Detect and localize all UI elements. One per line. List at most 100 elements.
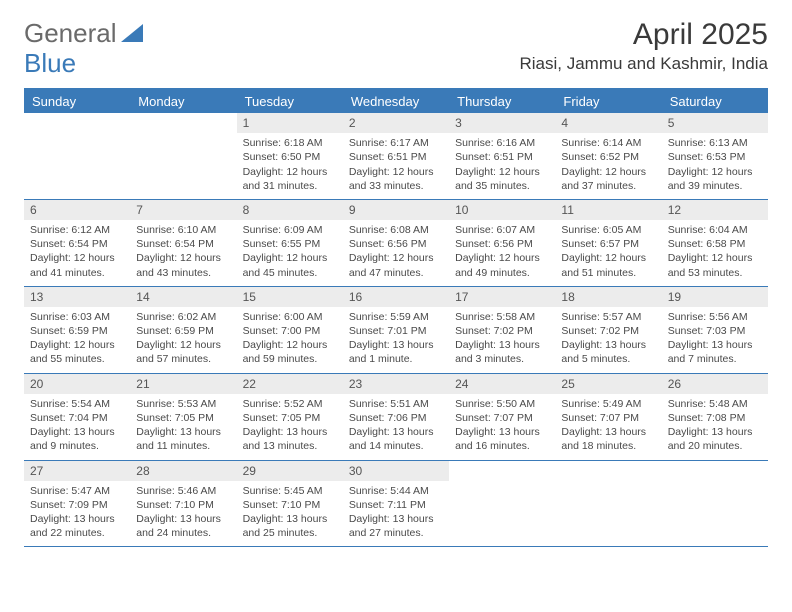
daylight-text: Daylight: 13 hours and 9 minutes. xyxy=(30,425,124,453)
day-cell: 11Sunrise: 6:05 AMSunset: 6:57 PMDayligh… xyxy=(555,200,661,286)
day-cell: 1Sunrise: 6:18 AMSunset: 6:50 PMDaylight… xyxy=(237,113,343,199)
daylight-text: Daylight: 13 hours and 25 minutes. xyxy=(243,512,337,540)
day-body: Sunrise: 5:50 AMSunset: 7:07 PMDaylight:… xyxy=(449,394,555,460)
day-body: Sunrise: 5:58 AMSunset: 7:02 PMDaylight:… xyxy=(449,307,555,373)
sunrise-text: Sunrise: 6:07 AM xyxy=(455,223,549,237)
day-number xyxy=(662,461,768,465)
day-body: Sunrise: 5:49 AMSunset: 7:07 PMDaylight:… xyxy=(555,394,661,460)
weekday-header: Sunday xyxy=(24,90,130,113)
day-number: 29 xyxy=(237,461,343,481)
sunrise-text: Sunrise: 5:52 AM xyxy=(243,397,337,411)
day-number: 24 xyxy=(449,374,555,394)
sunset-text: Sunset: 7:10 PM xyxy=(136,498,230,512)
day-number: 21 xyxy=(130,374,236,394)
day-number: 28 xyxy=(130,461,236,481)
day-cell: 20Sunrise: 5:54 AMSunset: 7:04 PMDayligh… xyxy=(24,374,130,460)
sunset-text: Sunset: 6:51 PM xyxy=(455,150,549,164)
day-cell xyxy=(555,461,661,547)
day-cell xyxy=(662,461,768,547)
daylight-text: Daylight: 12 hours and 55 minutes. xyxy=(30,338,124,366)
sunrise-text: Sunrise: 5:45 AM xyxy=(243,484,337,498)
sunrise-text: Sunrise: 5:48 AM xyxy=(668,397,762,411)
daylight-text: Daylight: 12 hours and 51 minutes. xyxy=(561,251,655,279)
day-body: Sunrise: 6:03 AMSunset: 6:59 PMDaylight:… xyxy=(24,307,130,373)
sunrise-text: Sunrise: 6:08 AM xyxy=(349,223,443,237)
day-number: 25 xyxy=(555,374,661,394)
day-number: 14 xyxy=(130,287,236,307)
day-number: 27 xyxy=(24,461,130,481)
day-body: Sunrise: 6:05 AMSunset: 6:57 PMDaylight:… xyxy=(555,220,661,286)
sunset-text: Sunset: 6:54 PM xyxy=(136,237,230,251)
day-body: Sunrise: 6:02 AMSunset: 6:59 PMDaylight:… xyxy=(130,307,236,373)
day-cell: 26Sunrise: 5:48 AMSunset: 7:08 PMDayligh… xyxy=(662,374,768,460)
sunset-text: Sunset: 6:57 PM xyxy=(561,237,655,251)
day-cell: 18Sunrise: 5:57 AMSunset: 7:02 PMDayligh… xyxy=(555,287,661,373)
daylight-text: Daylight: 13 hours and 22 minutes. xyxy=(30,512,124,540)
day-number: 17 xyxy=(449,287,555,307)
daylight-text: Daylight: 13 hours and 18 minutes. xyxy=(561,425,655,453)
sunrise-text: Sunrise: 6:18 AM xyxy=(243,136,337,150)
sunset-text: Sunset: 7:11 PM xyxy=(349,498,443,512)
daylight-text: Daylight: 13 hours and 11 minutes. xyxy=(136,425,230,453)
week-row: 13Sunrise: 6:03 AMSunset: 6:59 PMDayligh… xyxy=(24,287,768,374)
sunset-text: Sunset: 6:52 PM xyxy=(561,150,655,164)
day-number: 12 xyxy=(662,200,768,220)
weekday-header: Wednesday xyxy=(343,90,449,113)
sunset-text: Sunset: 7:07 PM xyxy=(561,411,655,425)
day-number: 7 xyxy=(130,200,236,220)
sunrise-text: Sunrise: 6:09 AM xyxy=(243,223,337,237)
sunrise-text: Sunrise: 6:05 AM xyxy=(561,223,655,237)
sunset-text: Sunset: 7:02 PM xyxy=(455,324,549,338)
sunrise-text: Sunrise: 5:51 AM xyxy=(349,397,443,411)
daylight-text: Daylight: 12 hours and 59 minutes. xyxy=(243,338,337,366)
daylight-text: Daylight: 12 hours and 47 minutes. xyxy=(349,251,443,279)
daylight-text: Daylight: 13 hours and 1 minute. xyxy=(349,338,443,366)
day-body: Sunrise: 6:14 AMSunset: 6:52 PMDaylight:… xyxy=(555,133,661,199)
sunset-text: Sunset: 7:03 PM xyxy=(668,324,762,338)
sunrise-text: Sunrise: 6:12 AM xyxy=(30,223,124,237)
day-cell: 3Sunrise: 6:16 AMSunset: 6:51 PMDaylight… xyxy=(449,113,555,199)
sunset-text: Sunset: 7:07 PM xyxy=(455,411,549,425)
week-row: 1Sunrise: 6:18 AMSunset: 6:50 PMDaylight… xyxy=(24,113,768,200)
page-header: General April 2025 Riasi, Jammu and Kash… xyxy=(0,0,792,80)
day-body: Sunrise: 6:00 AMSunset: 7:00 PMDaylight:… xyxy=(237,307,343,373)
day-cell: 13Sunrise: 6:03 AMSunset: 6:59 PMDayligh… xyxy=(24,287,130,373)
day-cell: 17Sunrise: 5:58 AMSunset: 7:02 PMDayligh… xyxy=(449,287,555,373)
day-cell: 16Sunrise: 5:59 AMSunset: 7:01 PMDayligh… xyxy=(343,287,449,373)
sunrise-text: Sunrise: 6:13 AM xyxy=(668,136,762,150)
day-cell: 5Sunrise: 6:13 AMSunset: 6:53 PMDaylight… xyxy=(662,113,768,199)
day-number: 30 xyxy=(343,461,449,481)
day-number: 5 xyxy=(662,113,768,133)
week-row: 27Sunrise: 5:47 AMSunset: 7:09 PMDayligh… xyxy=(24,461,768,548)
day-number: 2 xyxy=(343,113,449,133)
sunset-text: Sunset: 6:58 PM xyxy=(668,237,762,251)
weeks-container: 1Sunrise: 6:18 AMSunset: 6:50 PMDaylight… xyxy=(24,113,768,547)
daylight-text: Daylight: 13 hours and 14 minutes. xyxy=(349,425,443,453)
day-number: 3 xyxy=(449,113,555,133)
day-cell: 21Sunrise: 5:53 AMSunset: 7:05 PMDayligh… xyxy=(130,374,236,460)
day-cell: 2Sunrise: 6:17 AMSunset: 6:51 PMDaylight… xyxy=(343,113,449,199)
day-body: Sunrise: 6:12 AMSunset: 6:54 PMDaylight:… xyxy=(24,220,130,286)
day-cell: 10Sunrise: 6:07 AMSunset: 6:56 PMDayligh… xyxy=(449,200,555,286)
day-cell: 8Sunrise: 6:09 AMSunset: 6:55 PMDaylight… xyxy=(237,200,343,286)
day-body: Sunrise: 6:18 AMSunset: 6:50 PMDaylight:… xyxy=(237,133,343,199)
day-body: Sunrise: 6:08 AMSunset: 6:56 PMDaylight:… xyxy=(343,220,449,286)
sunset-text: Sunset: 7:01 PM xyxy=(349,324,443,338)
daylight-text: Daylight: 13 hours and 7 minutes. xyxy=(668,338,762,366)
day-cell: 29Sunrise: 5:45 AMSunset: 7:10 PMDayligh… xyxy=(237,461,343,547)
sunrise-text: Sunrise: 5:58 AM xyxy=(455,310,549,324)
weekday-header-row: SundayMondayTuesdayWednesdayThursdayFrid… xyxy=(24,90,768,113)
week-row: 20Sunrise: 5:54 AMSunset: 7:04 PMDayligh… xyxy=(24,374,768,461)
day-cell: 28Sunrise: 5:46 AMSunset: 7:10 PMDayligh… xyxy=(130,461,236,547)
sunset-text: Sunset: 7:00 PM xyxy=(243,324,337,338)
day-number: 19 xyxy=(662,287,768,307)
sunset-text: Sunset: 7:05 PM xyxy=(243,411,337,425)
daylight-text: Daylight: 13 hours and 20 minutes. xyxy=(668,425,762,453)
day-cell xyxy=(449,461,555,547)
sunset-text: Sunset: 7:02 PM xyxy=(561,324,655,338)
day-number xyxy=(130,113,236,117)
weekday-header: Thursday xyxy=(449,90,555,113)
day-cell: 23Sunrise: 5:51 AMSunset: 7:06 PMDayligh… xyxy=(343,374,449,460)
daylight-text: Daylight: 12 hours and 37 minutes. xyxy=(561,165,655,193)
day-body: Sunrise: 5:48 AMSunset: 7:08 PMDaylight:… xyxy=(662,394,768,460)
